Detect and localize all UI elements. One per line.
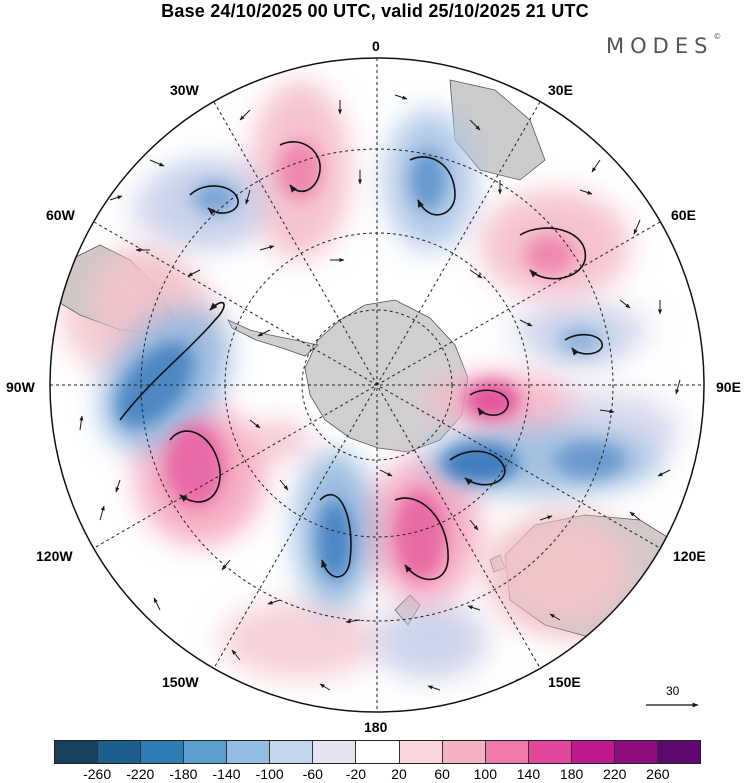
map-border	[49, 57, 705, 713]
colorbar-swatch	[441, 741, 485, 763]
colorbar-tick-label: 20	[391, 766, 407, 782]
colorbar-swatch	[484, 741, 528, 763]
lon-label-180: 180	[364, 719, 388, 735]
lon-label-150w: 150W	[162, 674, 199, 690]
antarctic-peninsula	[227, 319, 319, 357]
colorbar-tick-label: -140	[212, 766, 241, 782]
lon-label-120w: 120W	[36, 548, 73, 564]
colorbar-tick-label: -180	[169, 766, 198, 782]
map-title: Base 24/10/2025 00 UTC, valid 25/10/2025…	[161, 1, 589, 21]
copyright-mark: ©	[713, 32, 722, 41]
colorbar-swatch	[656, 741, 700, 763]
colorbar-swatch	[226, 741, 270, 763]
lon-label-150e: 150E	[548, 674, 581, 690]
colorbar-tick-label: -60	[302, 766, 323, 782]
colorbar-ticks: -260 -220 -180 -140 -100 -60 -20 20 60 100 140 180 2…	[54, 766, 701, 782]
modes-logo: MODES©	[606, 32, 722, 58]
colorbar-tick-label: -20	[345, 766, 367, 782]
lon-label-30e: 30E	[548, 82, 573, 98]
colorbar-tick-label: 140	[516, 766, 541, 782]
colorbar-tick-label: 100	[473, 766, 498, 782]
colorbar	[54, 740, 701, 764]
contours	[119, 141, 603, 581]
colorbar-tick-label: 260	[646, 766, 670, 782]
colorbar-swatch	[183, 741, 227, 763]
colorbar-swatch	[527, 741, 571, 763]
colorbar-swatch	[312, 741, 356, 763]
colorbar-swatch	[140, 741, 184, 763]
lon-label-90e: 90E	[716, 379, 741, 395]
wind-vectors	[79, 94, 681, 691]
colorbar-swatch	[55, 741, 98, 763]
lon-label-90w: 90W	[6, 379, 35, 395]
colorbar-swatch	[570, 741, 614, 763]
reference-vector-label: 30	[666, 684, 680, 698]
lon-label-60w: 60W	[46, 207, 75, 223]
lon-label-60e: 60E	[671, 207, 696, 223]
colorbar-tick-label: 180	[559, 766, 584, 782]
colorbar-swatch	[355, 741, 399, 763]
colorbar-swatch	[398, 741, 442, 763]
colorbar-tick-label: 60	[434, 766, 450, 782]
colorbar-swatch	[97, 741, 141, 763]
brand-text: MODES	[606, 34, 714, 58]
colorbar-swatch	[269, 741, 313, 763]
colorbar-tick-label: -220	[126, 766, 155, 782]
colorbar-tick-label: -100	[255, 766, 284, 782]
lon-label-120e: 120E	[673, 548, 706, 564]
colorbar-tick-label: 220	[603, 766, 627, 782]
colorbar-swatch	[613, 741, 657, 763]
colorbar-tick-label: -260	[83, 766, 112, 782]
map-disk	[50, 58, 704, 712]
lon-label-0: 0	[372, 38, 380, 54]
lon-label-30w: 30W	[170, 82, 199, 98]
